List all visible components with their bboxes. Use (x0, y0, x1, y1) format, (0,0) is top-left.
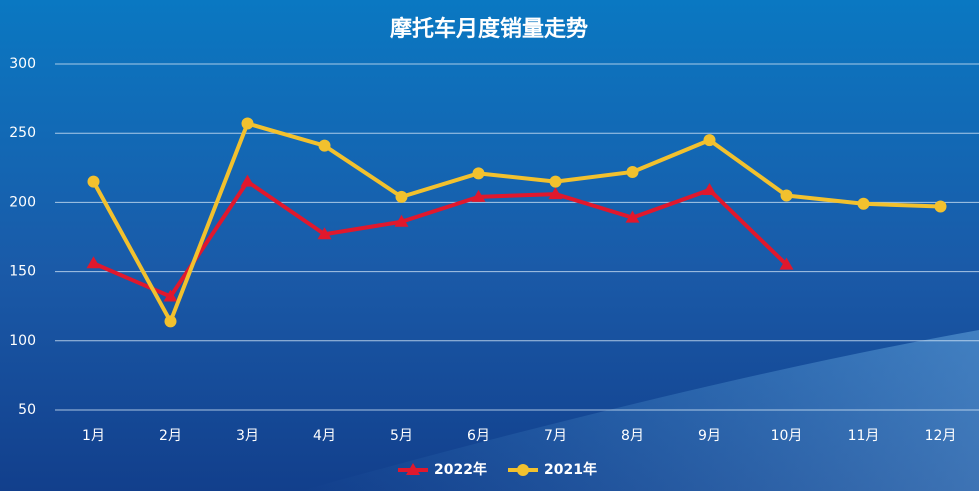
y-tick-label: 100 (9, 333, 36, 349)
legend-label: 2022年 (434, 461, 487, 478)
data-point (625, 210, 640, 223)
x-tick-label: 11月 (848, 428, 880, 444)
data-point (471, 189, 486, 202)
legend-marker (517, 464, 529, 476)
data-point (317, 227, 332, 240)
data-point (472, 167, 485, 180)
x-tick-label: 1月 (82, 428, 105, 444)
x-tick-label: 4月 (313, 428, 336, 444)
data-point (779, 257, 794, 270)
y-tick-label: 150 (9, 264, 36, 280)
y-tick-label: 300 (9, 56, 36, 72)
x-tick-label: 10月 (771, 428, 803, 444)
legend-marker (406, 463, 420, 475)
x-tick-label: 7月 (544, 428, 567, 444)
y-tick-label: 250 (9, 125, 36, 141)
data-point (240, 174, 255, 187)
x-tick-label: 9月 (698, 428, 721, 444)
data-point (394, 214, 409, 227)
chart-title: 摩托车月度销量走势 (390, 16, 588, 42)
x-tick-label: 12月 (925, 428, 957, 444)
data-point (241, 117, 254, 130)
x-tick-label: 3月 (236, 428, 259, 444)
data-point (549, 175, 562, 188)
data-point (164, 315, 177, 328)
data-point (626, 165, 639, 178)
data-point (702, 182, 717, 195)
y-tick-label: 200 (9, 194, 36, 210)
data-point (87, 175, 100, 188)
data-point (780, 189, 793, 202)
data-point (86, 256, 101, 269)
x-tick-label: 2月 (159, 428, 182, 444)
x-tick-label: 6月 (467, 428, 490, 444)
data-point (318, 139, 331, 152)
data-point (395, 190, 408, 203)
series-line (91, 121, 941, 324)
x-tick-label: 8月 (621, 428, 644, 444)
data-point (857, 197, 870, 210)
data-point (548, 187, 563, 200)
x-tick-label: 5月 (390, 428, 413, 444)
legend-label: 2021年 (544, 461, 597, 478)
data-point (703, 134, 716, 147)
series-line (92, 179, 788, 299)
data-point (163, 289, 178, 302)
data-point (934, 200, 947, 213)
y-tick-label: 50 (18, 402, 36, 418)
